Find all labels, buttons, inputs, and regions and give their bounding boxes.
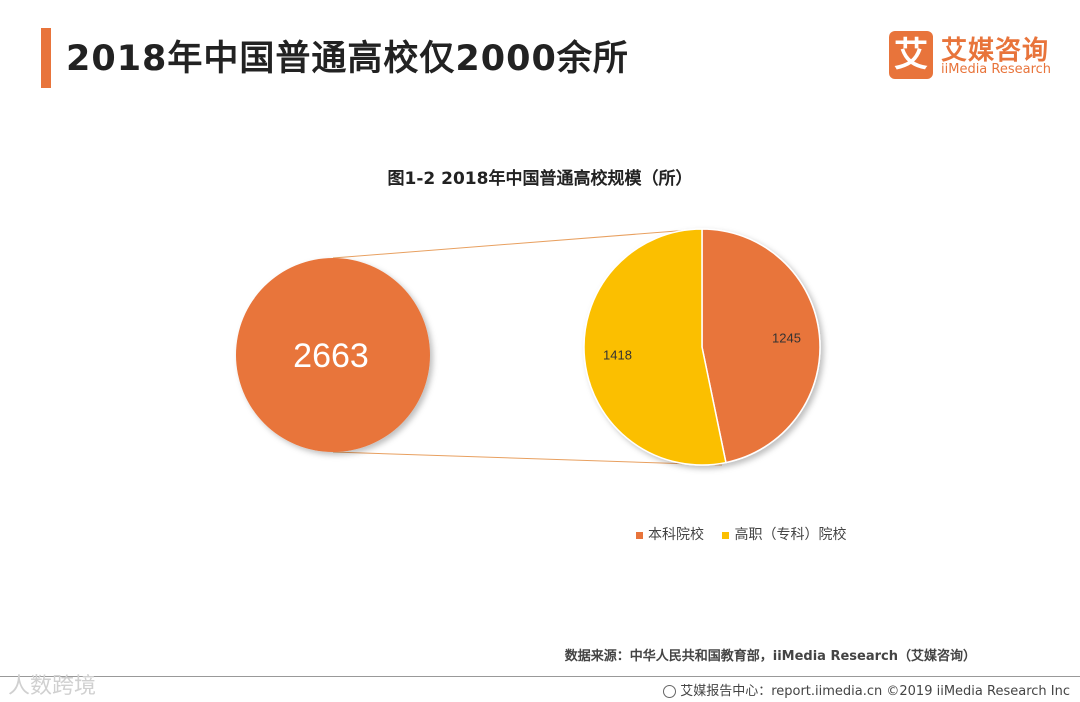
legend-item-undergrad: 本科院校 [636,524,704,544]
logo-name-cn: 艾媒咨询 [941,36,1050,66]
chart-title: 图1-2 2018年中国普通高校规模（所） [387,169,693,189]
page-title: 2018年中国普通高校仅2000余所 [66,39,629,79]
footer-report-center: 艾媒报告中心：report.iimedia.cn ©2019 iiMedia R… [663,680,1070,699]
slice-undergrad [701,228,821,464]
slice-vocational-label: 1418 [603,348,632,363]
watermark: 人数跨境 [8,674,97,699]
legend-swatch-vocational [722,531,730,539]
slice-vocational [583,228,727,466]
legend-swatch-undergrad [636,531,643,539]
globe-icon [663,685,677,698]
breakdown-pie [583,228,821,466]
slice-undergrad-label: 1245 [772,330,801,345]
total-label: 2663 [293,337,369,375]
chart-legend: 本科院校 高职（专科）院校 [636,524,860,544]
total-circle [236,258,430,452]
connector-line-top [332,228,703,259]
connector-line-bottom [332,451,723,466]
logo-name-en: iiMedia Research [941,62,1052,77]
footer-divider [0,676,1080,677]
data-source: 数据来源：中华人民共和国教育部，iiMedia Research（艾媒咨询） [564,649,976,664]
logo-icon: 艾 [889,31,933,79]
brand-logo: 艾 艾媒咨询 iiMedia Research [889,31,1064,83]
legend-item-vocational: 高职（专科）院校 [722,524,846,544]
slice-labels: 1245 1418 [603,330,801,362]
title-accent-bar [41,28,51,88]
